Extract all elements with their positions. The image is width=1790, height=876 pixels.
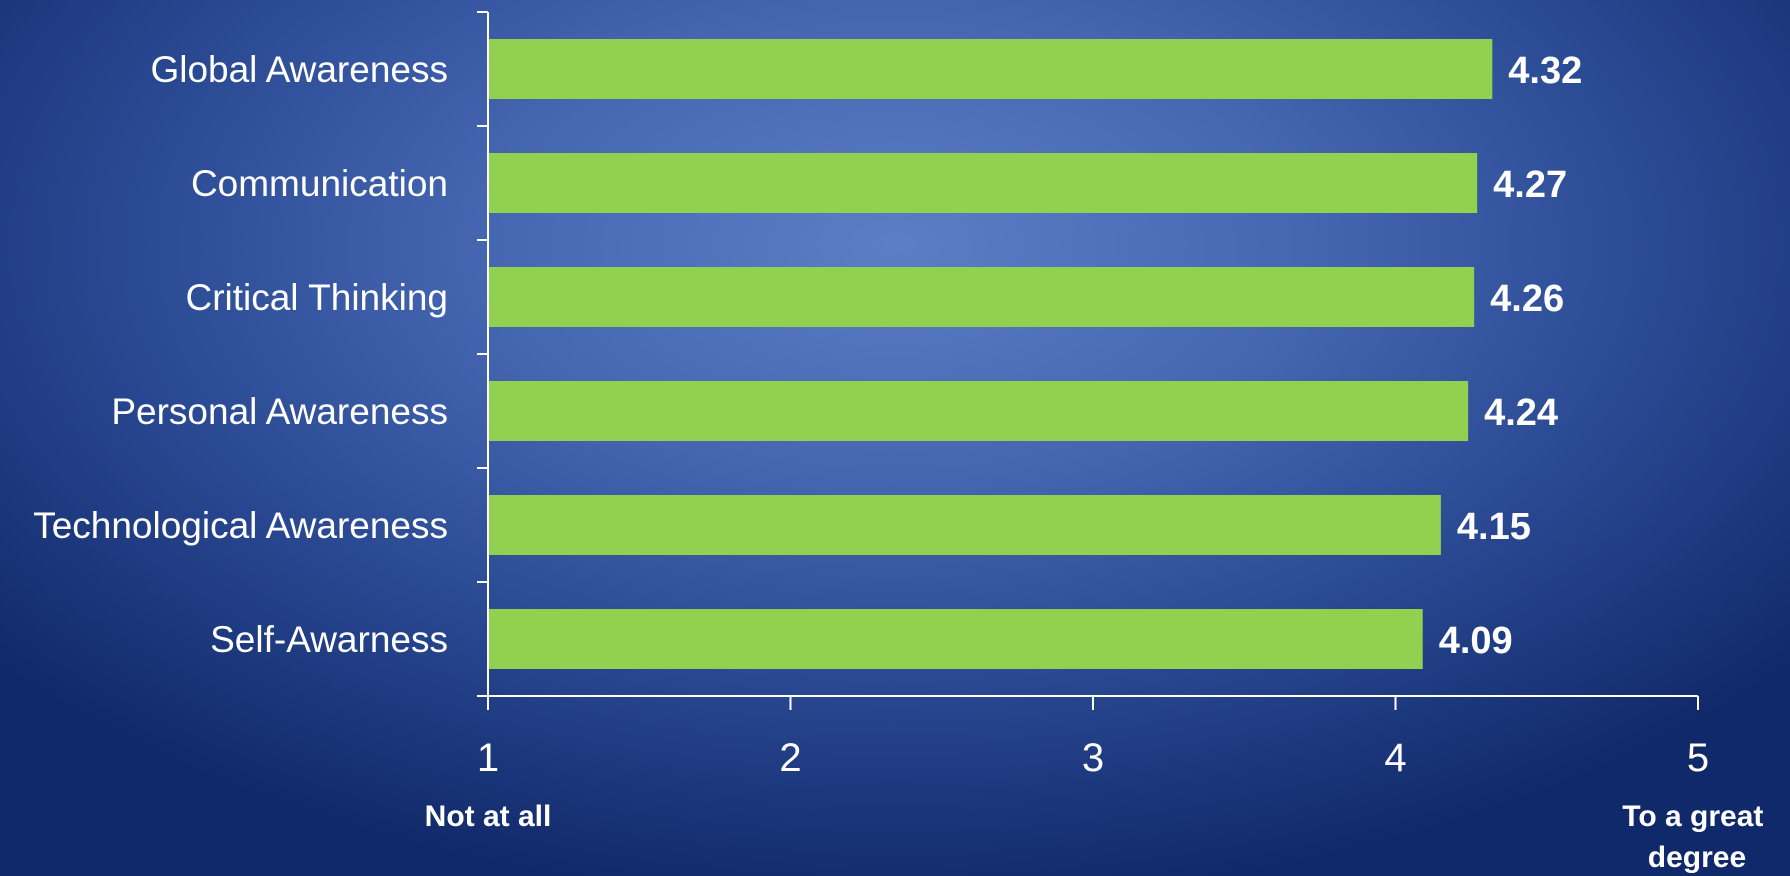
category-label-2: Critical Thinking [185,277,448,318]
data-label-0: 4.32 [1508,50,1582,92]
scale-anchor-high: To a great degree [1622,800,1771,874]
bar-4 [489,495,1441,555]
category-label-4: Technological Awareness [33,505,448,546]
data-label-4: 4.15 [1457,506,1531,548]
data-labels-group: 4.32 4.27 4.26 4.24 4.15 4.09 [1439,50,1583,662]
bar-5 [489,609,1423,669]
bar-3 [489,381,1469,441]
x-tick-label-0: 1 [477,736,499,780]
scale-anchor-high-line-1: To a great [1622,800,1763,833]
data-label-5: 4.09 [1439,620,1513,662]
data-label-3: 4.24 [1484,392,1558,434]
x-tick-label-1: 2 [779,736,801,780]
category-label-3: Personal Awareness [111,391,448,432]
x-tick-label-3: 4 [1384,736,1406,780]
data-label-1: 4.27 [1493,164,1567,206]
category-labels-group: Global Awareness Communication Critical Th… [33,49,448,660]
bar-0 [489,39,1493,99]
x-tick-label-4: 5 [1687,736,1709,780]
bar-1 [489,153,1478,213]
scale-anchor-low: Not at all [425,800,552,833]
category-label-5: Self-Awarness [210,619,448,660]
category-label-1: Communication [191,163,448,204]
x-tick-label-2: 3 [1082,736,1104,780]
category-label-0: Global Awareness [150,49,448,90]
axes-group [487,12,1698,697]
bar-2 [489,267,1475,327]
scale-anchor-high-line-2: degree [1648,841,1746,874]
data-label-2: 4.26 [1490,278,1564,320]
bars-group [489,39,1493,669]
x-ticks-group: 1 2 3 4 5 [477,11,1709,780]
